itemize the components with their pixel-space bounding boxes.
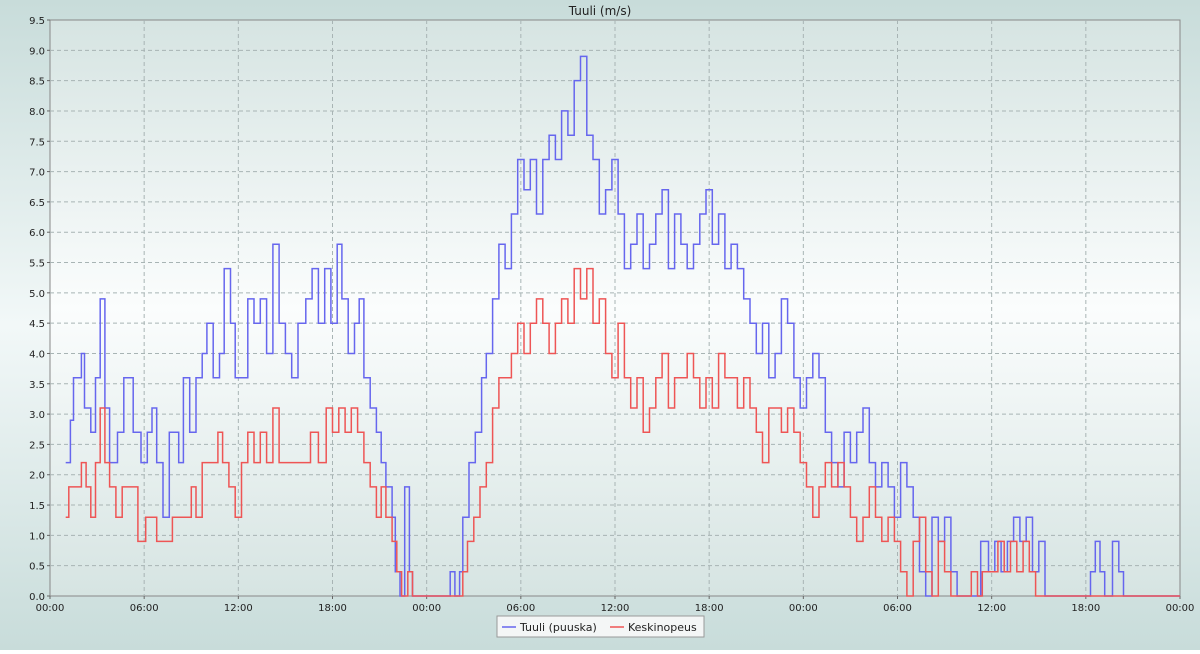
y-tick-label: 6.5 [29, 198, 45, 209]
legend: Tuuli (puuska) Keskinopeus [496, 615, 705, 638]
x-tick-label: 18:00 [318, 603, 347, 614]
legend-label-tuuli-puuska: Tuuli (puuska) [519, 621, 597, 634]
y-tick-label: 1.5 [29, 501, 45, 512]
y-tick-label: 6.0 [29, 228, 45, 239]
grid-lines [50, 20, 1180, 596]
x-tick-label: 06:00 [883, 603, 912, 614]
y-tick-label: 0.0 [29, 592, 45, 603]
y-tick-label: 3.0 [29, 410, 45, 421]
y-tick-label: 7.0 [29, 168, 45, 179]
y-tick-label: 7.5 [29, 137, 45, 148]
y-tick-label: 4.5 [29, 319, 45, 330]
legend-box [496, 615, 705, 638]
chart-title: Tuuli (m/s) [568, 4, 632, 18]
x-tick-label: 00:00 [1166, 603, 1195, 614]
x-tick-label: 12:00 [601, 603, 630, 614]
y-tick-label: 5.0 [29, 289, 45, 300]
y-tick-label: 8.0 [29, 107, 45, 118]
y-tick-label: 2.0 [29, 471, 45, 482]
y-tick-label: 5.5 [29, 259, 45, 270]
y-tick-label: 2.5 [29, 440, 45, 451]
x-tick-label: 06:00 [130, 603, 159, 614]
y-tick-label: 9.0 [29, 46, 45, 57]
y-tick-label: 1.0 [29, 531, 45, 542]
x-tick-label: 12:00 [977, 603, 1006, 614]
x-tick-label: 00:00 [36, 603, 65, 614]
x-tick-label: 00:00 [412, 603, 441, 614]
y-tick-label: 8.5 [29, 77, 45, 88]
x-tick-label: 18:00 [695, 603, 724, 614]
series-lines [65, 55, 1180, 597]
x-tick-label: 12:00 [224, 603, 253, 614]
y-tick-label: 0.5 [29, 562, 45, 573]
series-line-tuuli-puuska [65, 55, 1180, 597]
x-tick-label: 06:00 [506, 603, 535, 614]
x-tick-label: 00:00 [789, 603, 818, 614]
legend-label-keskinopeus: Keskinopeus [628, 621, 697, 634]
y-tick-label: 9.5 [29, 16, 45, 27]
x-tick-label: 18:00 [1071, 603, 1100, 614]
y-tick-label: 3.5 [29, 380, 45, 391]
axis-labels: 0.0 0.5 1.0 1.5 2.0 2.5 3.0 3.5 4.0 4.5 5.0 5.5 6.0 6… [29, 16, 1194, 614]
series-line-keskinopeus [65, 267, 1180, 597]
y-tick-label: 4.0 [29, 349, 45, 360]
